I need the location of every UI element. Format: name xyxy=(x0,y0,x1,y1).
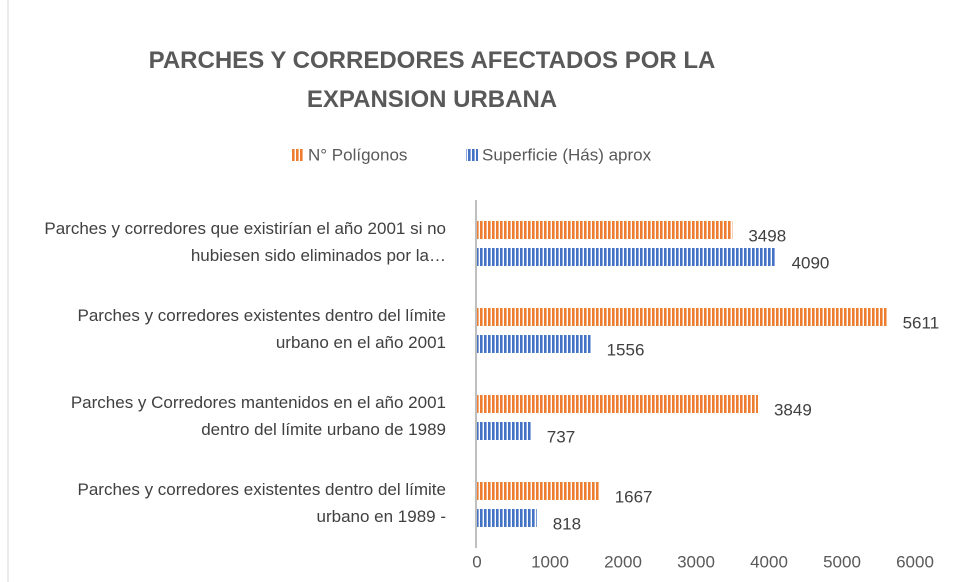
x-tick-label: 0 xyxy=(472,552,481,571)
data-label: 5611 xyxy=(903,313,940,332)
data-label: 3498 xyxy=(748,226,786,245)
chart-title: PARCHES Y CORREDORES AFECTADOS POR LA EXP… xyxy=(149,47,716,113)
y-tick-label: Parches y corredores que existirían el a… xyxy=(44,219,446,265)
bar xyxy=(477,248,776,266)
y-tick-label: Parches y Corredores mantenidos en el añ… xyxy=(71,393,446,439)
data-label: 3849 xyxy=(774,400,812,419)
legend-swatch xyxy=(292,149,304,161)
bar xyxy=(477,335,591,353)
y-tick-label: Parches y corredores existentes dentro d… xyxy=(77,480,446,526)
legend-label: Superficie (Hás) aprox xyxy=(482,145,652,164)
bar xyxy=(477,395,758,413)
y-tick-label: Parches y corredores existentes dentro d… xyxy=(77,306,446,352)
data-label: 1556 xyxy=(607,340,645,359)
x-tick-label: 5000 xyxy=(823,552,861,571)
bar xyxy=(477,308,887,326)
x-tick-label: 3000 xyxy=(677,552,715,571)
data-label: 737 xyxy=(547,427,575,446)
x-tick-label: 6000 xyxy=(896,552,934,571)
x-tick-label: 2000 xyxy=(604,552,642,571)
x-tick-label: 1000 xyxy=(531,552,569,571)
bar xyxy=(477,221,733,239)
legend-swatch xyxy=(466,149,478,161)
bar xyxy=(477,422,531,440)
data-label: 4090 xyxy=(792,253,830,272)
bar xyxy=(477,509,537,527)
x-tick-label: 4000 xyxy=(750,552,788,571)
bar xyxy=(477,482,599,500)
legend-label: N° Polígonos xyxy=(308,145,407,164)
data-label: 1667 xyxy=(615,487,653,506)
data-label: 818 xyxy=(553,514,581,533)
